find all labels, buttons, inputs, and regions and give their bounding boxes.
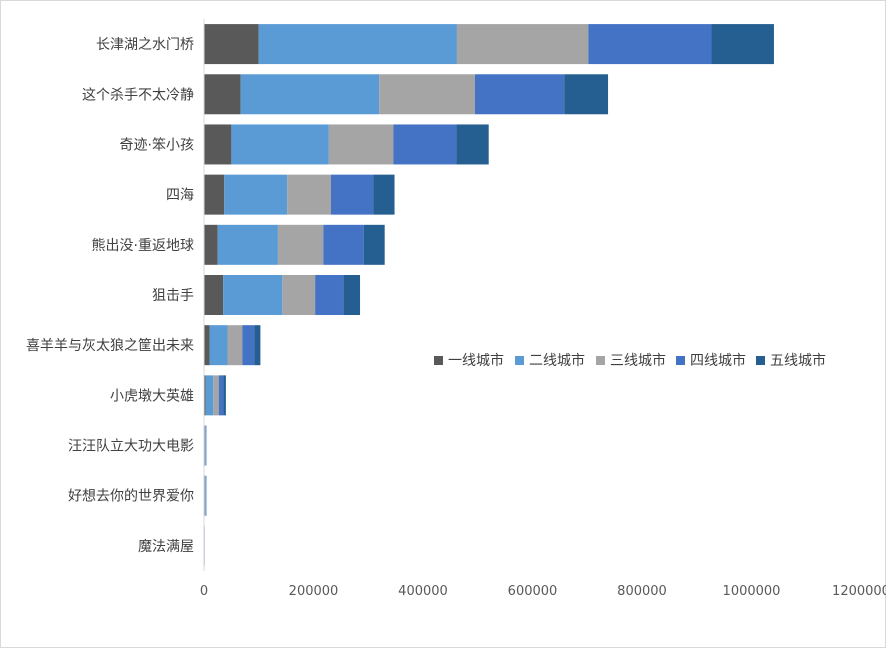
x-tick-label: 0 (200, 584, 208, 599)
category-label: 小虎墩大英雄 (110, 387, 194, 404)
bar-segment-3-series-4 (393, 124, 456, 164)
bar-segment-1-series-3 (457, 24, 588, 64)
bar-segment-5-series-1 (204, 225, 218, 265)
category-label: 好想去你的世界爱你 (68, 489, 194, 505)
bar-segment-8-series-5 (223, 375, 226, 415)
x-tick-label: 600000 (508, 584, 558, 599)
bar-segment-3-series-1 (204, 124, 231, 164)
bar-segment-7-series-2 (209, 325, 227, 365)
x-tick-label: 400000 (398, 584, 448, 599)
bar-segment-5-series-5 (364, 225, 385, 265)
bar-segment-6-series-4 (315, 275, 343, 315)
legend-swatch (676, 356, 685, 365)
x-tick-labels: 0 200000 400000 600000 800000 1000000 1200000 (200, 584, 886, 599)
category-label: 狙击手 (152, 288, 194, 304)
bar-segment-9-series-3 (205, 426, 206, 466)
bar-segment-3-series-2 (231, 124, 328, 164)
bar-segment-5-series-3 (278, 225, 323, 265)
legend-swatch (434, 356, 443, 365)
bar-segment-4-series-1 (204, 175, 224, 215)
x-tick-label: 200000 (289, 584, 339, 599)
category-label: 长津湖之水门桥 (96, 37, 194, 53)
bar-segment-4-series-3 (287, 175, 331, 215)
legend: 一线城市 二线城市 三线城市 四线城市 五线城市 (434, 352, 826, 369)
legend-label: 一线城市 (448, 352, 504, 369)
bar-segment-4-series-2 (224, 175, 287, 215)
category-label: 熊出没·重返地球 (92, 238, 194, 254)
bar-segment-7-series-5 (254, 325, 260, 365)
bar-segment-4-series-4 (331, 175, 373, 215)
bar-segment-7-series-4 (242, 325, 254, 365)
bars-layer (204, 24, 774, 566)
bar-segment-2-series-4 (475, 74, 564, 114)
bar-segment-3-series-5 (456, 124, 488, 164)
bar-segment-6-series-3 (282, 275, 315, 315)
legend-swatch (596, 356, 605, 365)
bar-segment-8-series-4 (219, 375, 223, 415)
x-tick-label: 1000000 (723, 584, 781, 599)
bar-segment-1-series-1 (204, 24, 259, 64)
x-tick-label: 1200000 (832, 584, 886, 599)
legend-label: 五线城市 (770, 352, 826, 369)
legend-swatch (756, 356, 765, 365)
bar-segment-8-series-2 (206, 375, 214, 415)
category-label: 喜羊羊与灰太狼之筐出未来 (26, 337, 194, 354)
bar-segment-6-series-2 (223, 275, 282, 315)
bar-segment-6-series-5 (344, 275, 360, 315)
legend-label: 四线城市 (690, 352, 746, 369)
bar-segment-1-series-4 (588, 24, 711, 64)
bar-segment-10-series-3 (205, 476, 206, 516)
bar-segment-2-series-2 (241, 74, 380, 114)
category-label: 四海 (166, 188, 194, 204)
bar-segment-5-series-2 (218, 225, 278, 265)
legend-label: 三线城市 (610, 352, 666, 369)
bar-segment-4-series-5 (373, 175, 394, 215)
bar-segment-7-series-3 (228, 325, 243, 365)
bar-segment-8-series-3 (213, 375, 218, 415)
bar-segment-6-series-1 (204, 275, 223, 315)
category-labels: 长津湖之水门桥这个杀手不太冷静奇迹·笨小孩四海熊出没·重返地球狙击手喜羊羊与灰太… (26, 37, 194, 555)
x-tick-label: 800000 (617, 584, 667, 599)
bar-segment-7-series-1 (204, 325, 209, 365)
bar-segment-5-series-4 (323, 225, 364, 265)
category-label: 汪汪队立大功大电影 (68, 439, 194, 455)
bar-segment-9-series-4 (206, 426, 207, 466)
bar-segment-2-series-5 (564, 74, 608, 114)
bar-segment-3-series-3 (329, 124, 394, 164)
legend-label: 二线城市 (529, 352, 585, 369)
bar-segment-1-series-5 (712, 24, 774, 64)
category-label: 魔法满屋 (138, 539, 194, 555)
category-label: 这个杀手不太冷静 (82, 86, 194, 103)
legend-swatch (515, 356, 524, 365)
category-label: 奇迹·笨小孩 (120, 136, 194, 153)
bar-segment-1-series-2 (259, 24, 457, 64)
bar-segment-2-series-1 (204, 74, 241, 114)
bar-segment-2-series-3 (379, 74, 475, 114)
bar-segment-10-series-4 (206, 476, 207, 516)
